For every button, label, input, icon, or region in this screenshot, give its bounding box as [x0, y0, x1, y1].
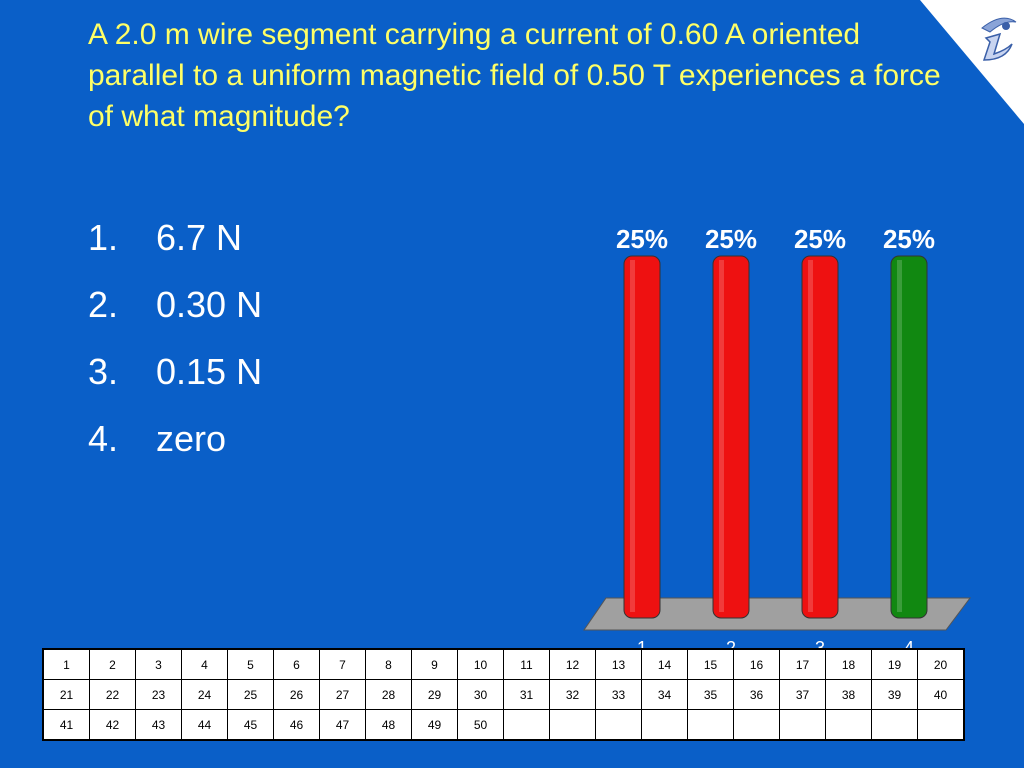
keypad-cell: 40: [917, 679, 965, 710]
keypad-cell: 42: [89, 709, 136, 741]
keypad-cell: 25: [227, 679, 274, 710]
keypad-cell: 7: [319, 648, 366, 680]
option-number: 1.: [88, 217, 119, 258]
option-3[interactable]: 3. 0.15 N: [88, 346, 262, 413]
category-label: 1: [637, 638, 647, 650]
logo-corner: [920, 0, 1024, 124]
data-label: 25%: [883, 224, 935, 254]
option-number: 2.: [88, 284, 119, 325]
keypad-cell: 41: [42, 709, 90, 741]
bar-4: [890, 255, 928, 619]
keypad-cell: [687, 709, 734, 741]
keypad-cell: 10: [457, 648, 504, 680]
keypad-cell: 8: [365, 648, 412, 680]
keypad-cell: 20: [917, 648, 965, 680]
category-label: 3: [815, 638, 825, 650]
chart-floor: [583, 597, 971, 631]
keypad-cell: 5: [227, 648, 274, 680]
keypad-cell: 12: [549, 648, 596, 680]
keypad-cell: [641, 709, 688, 741]
keypad-cell: 34: [641, 679, 688, 710]
keypad-cell: 23: [135, 679, 182, 710]
bar-2: [712, 255, 750, 619]
keypad-cell: [595, 709, 642, 741]
keypad-cell: 3: [135, 648, 182, 680]
bar-highlight: [808, 260, 813, 612]
grid-row: 41 42 43 44 45 46 47 48 49 50: [42, 709, 965, 741]
option-number: 3.: [88, 351, 119, 392]
keypad-cell: 6: [273, 648, 320, 680]
keypad-cell: 13: [595, 648, 642, 680]
bar-highlight: [897, 260, 902, 612]
grid-row: 1 2 3 4 5 6 7 8 9 10 11 12 13 14 15 16 17 18 19 20: [42, 648, 965, 680]
option-1[interactable]: 1. 6.7 N: [88, 212, 262, 279]
keypad-cell: 43: [135, 709, 182, 741]
option-text: 0.30 N: [156, 284, 263, 325]
keypad-cell: 11: [503, 648, 550, 680]
keypad-cell: 18: [825, 648, 872, 680]
keypad-cell: [549, 709, 596, 741]
keypad-cell: 16: [733, 648, 780, 680]
keypad-cell: 45: [227, 709, 274, 741]
keypad-cell: 37: [779, 679, 826, 710]
data-label: 25%: [794, 224, 846, 254]
response-chart: 25% 1 25% 2 25% 3 25% 4: [583, 224, 971, 650]
data-label: 25%: [616, 224, 668, 254]
keypad-cell: [871, 709, 918, 741]
keypad-cell: 48: [365, 709, 412, 741]
keypad-cell: 24: [181, 679, 228, 710]
keypad-cell: 17: [779, 648, 826, 680]
keypad-cell: 33: [595, 679, 642, 710]
keypad-cell: [733, 709, 780, 741]
keypad-cell: 38: [825, 679, 872, 710]
keypad-cell: 29: [411, 679, 458, 710]
keypad-cell: [503, 709, 550, 741]
keypad-cell: 19: [871, 648, 918, 680]
answer-options: 1. 6.7 N 2. 0.30 N 3. 0.15 N 4. zero: [88, 212, 262, 480]
keypad-cell: 44: [181, 709, 228, 741]
keypad-cell: 4: [181, 648, 228, 680]
keypad-cell: 26: [273, 679, 320, 710]
keypad-cell: 2: [89, 648, 136, 680]
bar-3: [801, 255, 839, 619]
keypad-cell: 46: [273, 709, 320, 741]
keypad-cell: 31: [503, 679, 550, 710]
category-label: 2: [726, 638, 736, 650]
option-4[interactable]: 4. zero: [88, 413, 262, 480]
keypad-response-grid: 1 2 3 4 5 6 7 8 9 10 11 12 13 14 15 16 17 18 19 20 21 22 23 24 2…: [42, 648, 965, 741]
keypad-cell: [917, 709, 965, 741]
question-title: A 2.0 m wire segment carrying a current …: [88, 18, 941, 133]
ti-logo-icon: [981, 17, 1017, 61]
bar-1: [623, 255, 661, 619]
keypad-cell: 21: [42, 679, 90, 710]
category-label: 4: [904, 638, 914, 650]
option-text: 6.7 N: [156, 217, 243, 258]
keypad-cell: 49: [411, 709, 458, 741]
keypad-cell: [825, 709, 872, 741]
keypad-cell: 22: [89, 679, 136, 710]
keypad-cell: 35: [687, 679, 734, 710]
option-number: 4.: [88, 418, 119, 459]
data-label: 25%: [705, 224, 757, 254]
keypad-cell: 15: [687, 648, 734, 680]
keypad-cell: 14: [641, 648, 688, 680]
keypad-cell: 28: [365, 679, 412, 710]
keypad-cell: 9: [411, 648, 458, 680]
option-text: zero: [156, 418, 227, 459]
keypad-cell: 27: [319, 679, 366, 710]
keypad-cell: 30: [457, 679, 504, 710]
keypad-cell: 36: [733, 679, 780, 710]
bar-highlight: [630, 260, 635, 612]
keypad-cell: 50: [457, 709, 504, 741]
keypad-cell: 1: [42, 648, 90, 680]
corner-triangle: [920, 0, 1024, 124]
keypad-cell: [779, 709, 826, 741]
bar-highlight: [719, 260, 724, 612]
keypad-cell: 32: [549, 679, 596, 710]
keypad-cell: 47: [319, 709, 366, 741]
option-text: 0.15 N: [156, 351, 263, 392]
option-2[interactable]: 2. 0.30 N: [88, 279, 262, 346]
keypad-cell: 39: [871, 679, 918, 710]
grid-row: 21 22 23 24 25 26 27 28 29 30 31 32 33 34 35 36 37 38 39 40: [42, 679, 965, 710]
